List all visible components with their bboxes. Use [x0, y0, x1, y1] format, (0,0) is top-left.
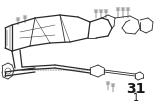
Text: 1: 1 — [133, 93, 139, 103]
Text: 31: 31 — [126, 82, 146, 96]
